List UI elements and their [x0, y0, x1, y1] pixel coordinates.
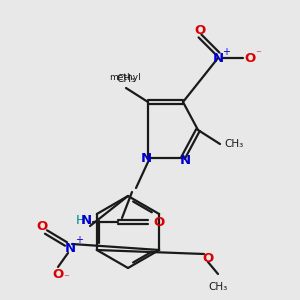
Text: CH₃: CH₃ — [208, 282, 228, 292]
Text: O: O — [244, 52, 256, 64]
Text: N: N — [64, 242, 76, 254]
Text: O: O — [52, 268, 64, 281]
Text: N: N — [179, 154, 191, 166]
Text: O: O — [36, 220, 48, 232]
Text: N: N — [81, 214, 92, 227]
Text: +: + — [75, 235, 83, 245]
Text: CH₃: CH₃ — [224, 139, 243, 149]
Text: O: O — [153, 215, 164, 229]
Text: H: H — [76, 214, 86, 226]
Text: ⁻: ⁻ — [63, 273, 69, 283]
Text: ⁻: ⁻ — [255, 49, 261, 59]
Text: methyl: methyl — [109, 73, 141, 82]
Text: O: O — [202, 251, 214, 265]
Text: CH₃: CH₃ — [116, 74, 136, 84]
Text: N: N — [140, 152, 152, 166]
Text: +: + — [222, 47, 230, 57]
Text: O: O — [194, 23, 206, 37]
Text: N: N — [212, 52, 224, 64]
